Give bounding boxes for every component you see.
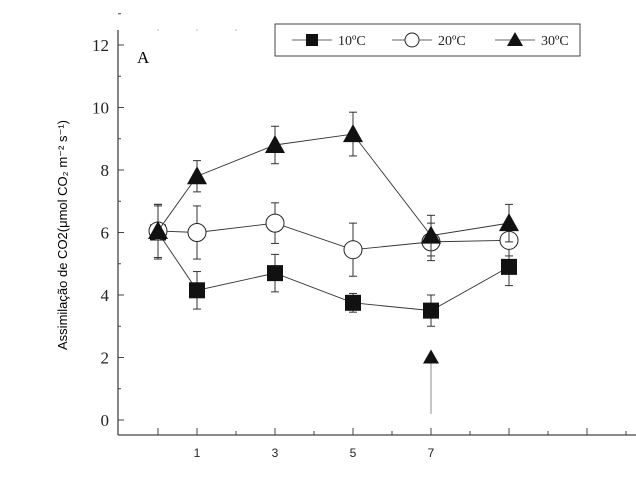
x-tick-label: 7 [428,446,435,460]
series-line [157,222,510,251]
y-tick-label: 4 [101,286,110,305]
data-point [265,213,285,233]
series-20ºC [148,202,519,277]
series-line [157,232,510,312]
arrow-head [423,349,439,364]
legend-marker [306,34,318,46]
series-30ºC [148,111,519,258]
y-tick-label: 12 [92,36,109,55]
data-point [189,282,205,299]
x-tick-label: 3 [272,446,279,460]
legend-marker [507,32,523,46]
series-layer [148,111,519,414]
x-tick-label: 1 [194,446,201,460]
legend-label: 30ºC [541,34,569,49]
data-point [423,302,439,319]
series-line [157,133,510,237]
legend-label: 10ºC [338,34,366,49]
data-point [187,166,207,185]
legend-label: 20ºC [438,34,466,49]
data-point [501,258,517,275]
x-tick-label: 5 [350,446,357,460]
data-point [343,124,363,143]
y-tick-label: 10 [92,99,109,118]
data-point [187,223,207,242]
data-point [343,240,363,260]
axes: 0 2 4 6 8 10 12 1 3 5 7 [92,13,636,460]
data-point [148,220,168,239]
data-point [421,225,441,244]
data-point [499,213,519,232]
y-tick-label: 2 [101,349,110,368]
data-point [265,135,285,153]
legend-marker [404,32,420,48]
data-point [345,294,361,311]
y-tick-label: 0 [101,411,110,430]
legend: 10ºC 20ºC 30ºC [274,23,581,57]
y-axis-label: Assimilação de CO2(μmol CO₂ m⁻² s⁻¹) [55,120,70,350]
y-tick-label: 6 [101,224,110,243]
y-tick-label: 8 [101,161,110,180]
data-point [267,265,283,282]
series-10ºC [150,205,517,327]
panel-label: A [137,48,150,67]
